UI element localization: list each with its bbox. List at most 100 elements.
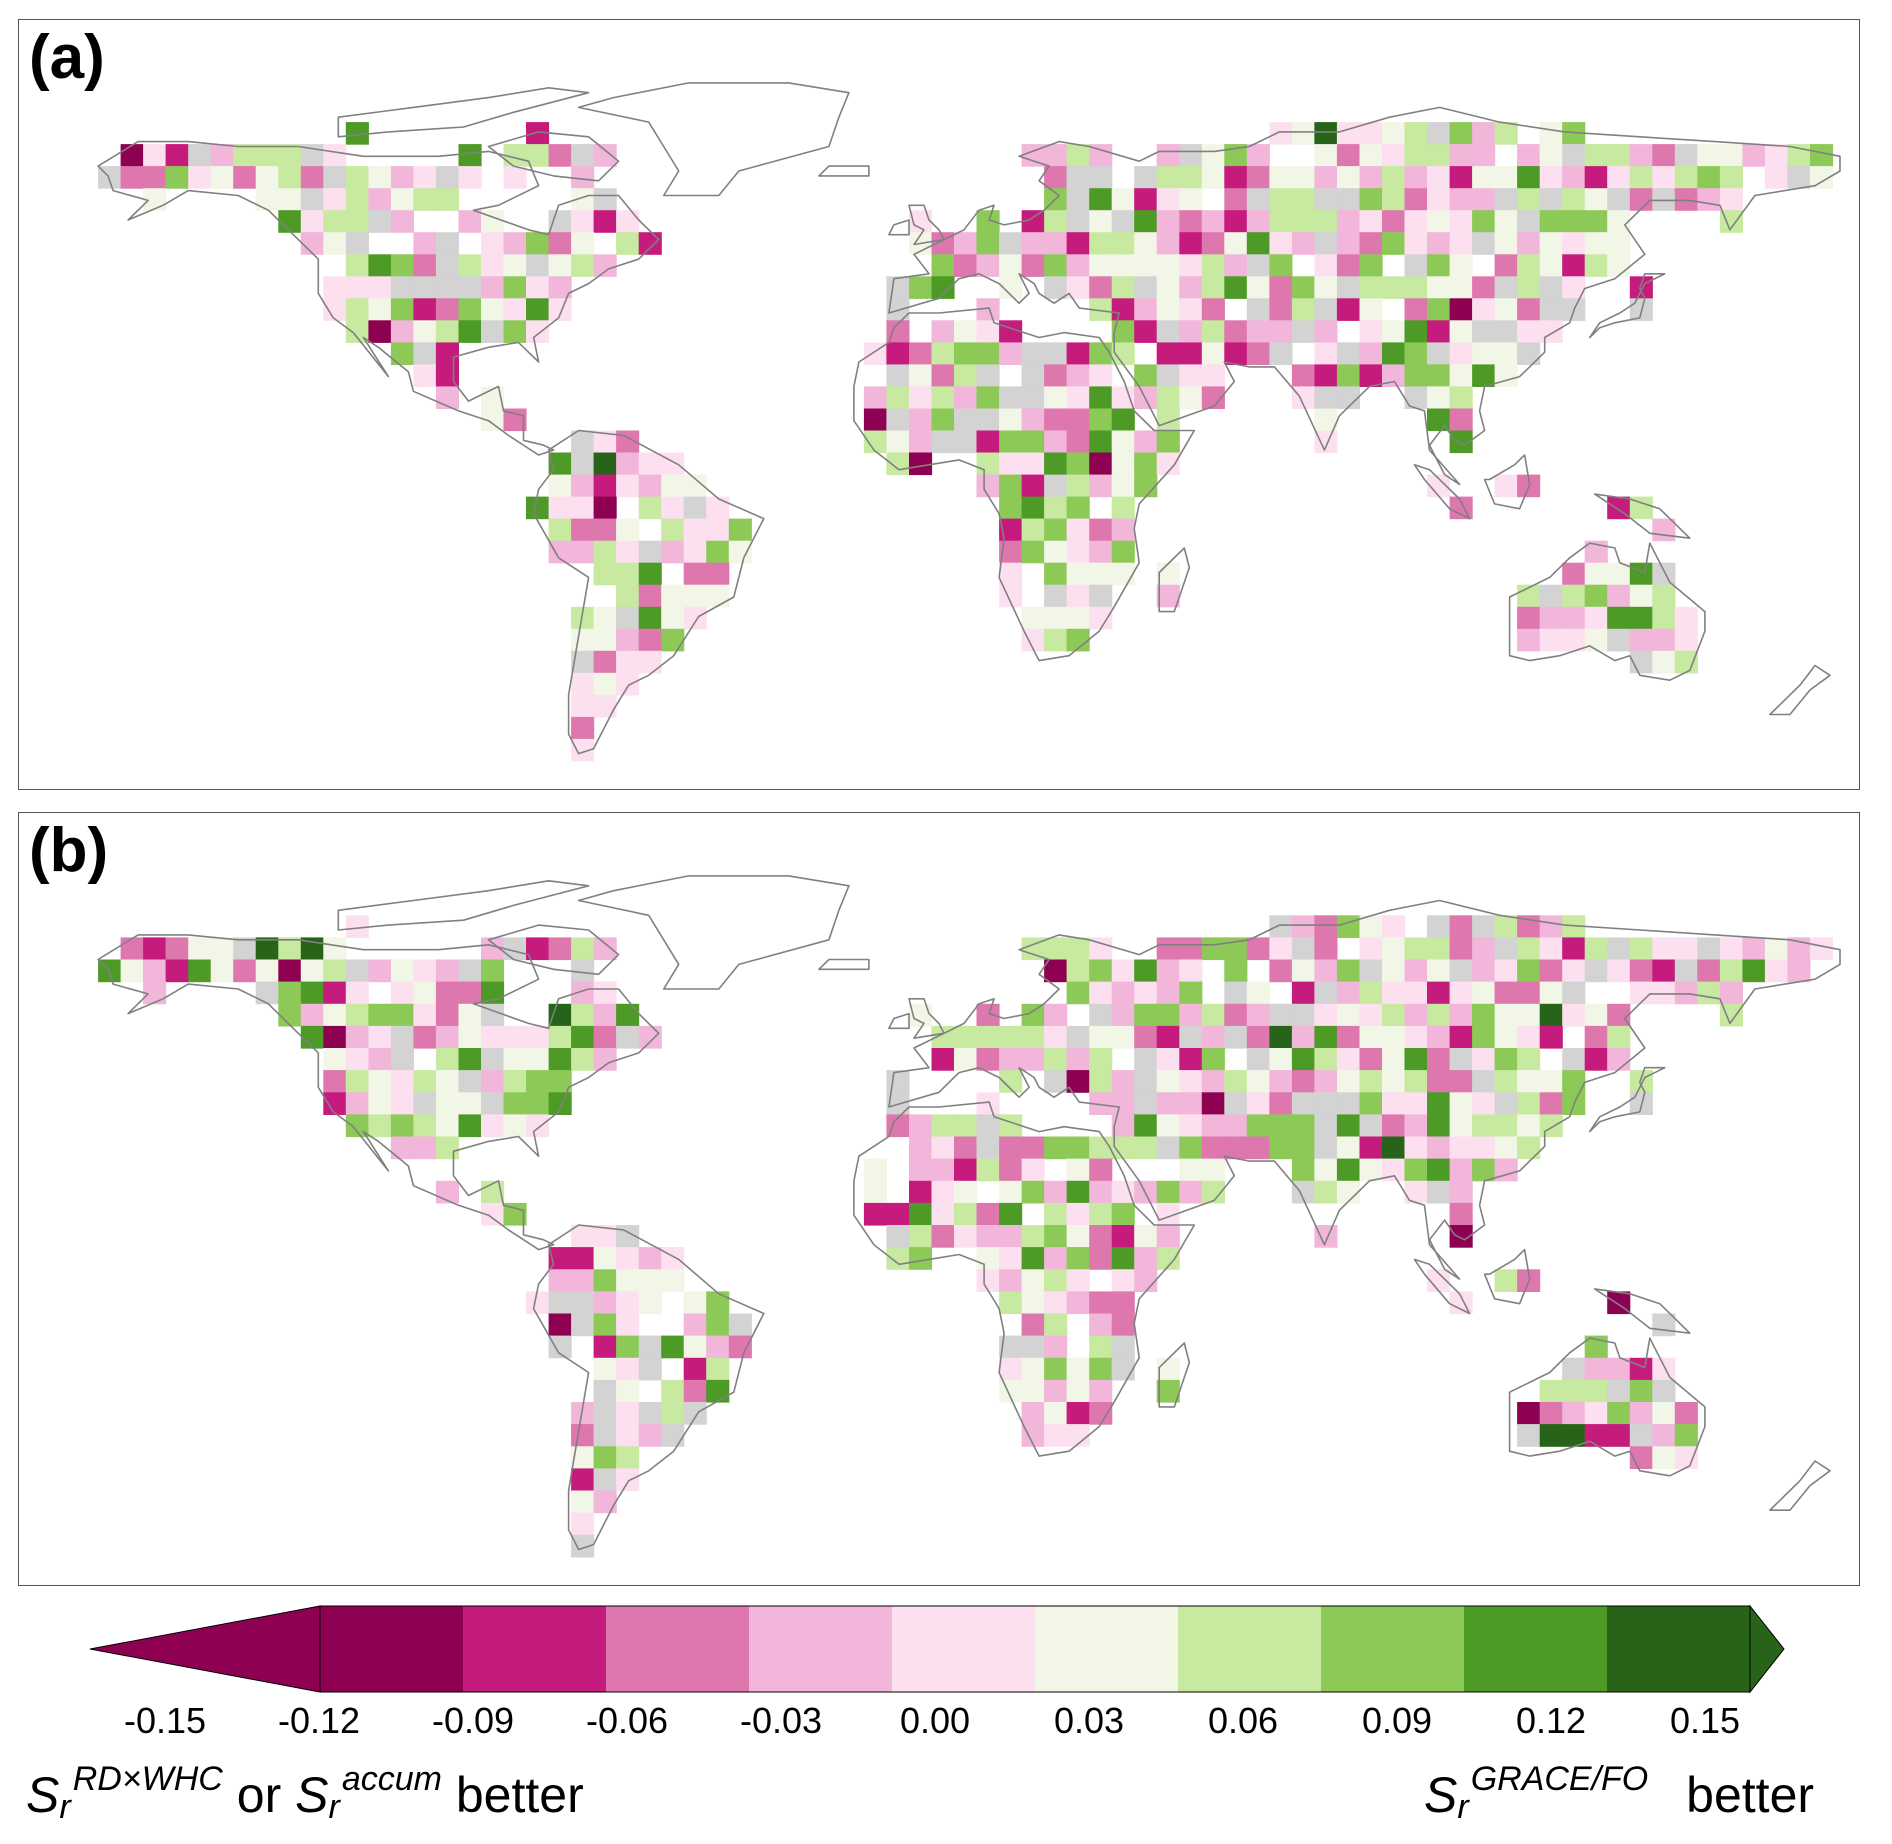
grid-cell [1066, 364, 1090, 387]
grid-cell [593, 210, 617, 233]
grid-cell [638, 1402, 662, 1425]
grid-cell [1494, 364, 1518, 387]
grid-cell [1472, 188, 1496, 211]
grid-cell [345, 981, 369, 1005]
grid-cell [458, 298, 482, 321]
grid-cell [1517, 1424, 1541, 1447]
grid-cell [1111, 386, 1135, 409]
grid-cell [1562, 232, 1586, 255]
grid-cell [503, 254, 527, 277]
grid-cell [1652, 518, 1676, 542]
grid-cell [1359, 166, 1383, 189]
coastline-arcticIsl [337, 87, 590, 138]
grid-cell [1652, 144, 1676, 167]
grid-cell [1472, 298, 1496, 321]
grid-cell [1427, 1136, 1451, 1160]
grid-cell [1314, 276, 1338, 299]
grid-cell [526, 496, 550, 520]
grid-cell [1044, 232, 1068, 255]
grid-cell [1427, 298, 1451, 321]
grid-cell [571, 1490, 595, 1514]
grid-cell [300, 232, 324, 255]
grid-cell [999, 518, 1023, 542]
grid-cell [390, 1048, 414, 1071]
grid-cell [661, 606, 685, 630]
grid-cell [1314, 937, 1338, 961]
grid-cell [435, 981, 459, 1005]
grid-cell [728, 1313, 752, 1337]
grid-cell [1382, 1158, 1406, 1182]
grid-cell [1021, 518, 1045, 542]
grid-cell [1404, 276, 1428, 299]
grid-cell [1314, 188, 1338, 211]
grid-cell [1201, 166, 1225, 189]
grid-cell [435, 320, 459, 343]
grid-cell [1201, 320, 1225, 343]
grid-cell [255, 188, 279, 211]
grid-cell [638, 1025, 662, 1049]
coastline-greenland [577, 875, 850, 990]
colorbar-tick-label: -0.03 [739, 1700, 823, 1741]
grid-cell [1764, 959, 1788, 983]
grid-cell [683, 562, 707, 586]
grid-cell [503, 1092, 527, 1115]
grid-cell [683, 1291, 707, 1315]
grid-cell [1089, 937, 1113, 961]
grid-cell [1134, 959, 1158, 983]
grid-cell [503, 1048, 527, 1071]
grid-cell [1539, 628, 1563, 652]
grid-cell [368, 254, 392, 277]
grid-cell [548, 298, 572, 321]
grid-cell [1472, 1158, 1496, 1182]
grid-cell [1089, 1335, 1113, 1359]
grid-cell [1449, 1070, 1473, 1093]
grid-cell [1427, 254, 1451, 277]
grid-cell [503, 1070, 527, 1093]
grid-cell [571, 144, 595, 167]
grid-cell [1562, 166, 1586, 189]
grid-cell [863, 1202, 887, 1226]
grid-cell [1404, 210, 1428, 233]
grid-cell [1134, 452, 1158, 476]
grid-cell [1246, 298, 1270, 321]
grid-cell [1089, 606, 1113, 630]
grid-cell [1156, 342, 1180, 365]
grid-cell [1156, 1048, 1180, 1071]
grid-cell [661, 1335, 685, 1359]
grid-cell [999, 562, 1023, 586]
coastline-borneo [1483, 454, 1531, 510]
grid-cell [1494, 937, 1518, 961]
grid-cell [1134, 166, 1158, 189]
grid-cell [1584, 937, 1608, 961]
grid-cell [1494, 915, 1518, 938]
grid-cell [481, 937, 505, 961]
grid-cell [954, 254, 978, 277]
grid-cell [1134, 210, 1158, 233]
grid-cell [1382, 1048, 1406, 1071]
grid-cell [1134, 1048, 1158, 1071]
grid-cell [909, 1114, 933, 1138]
grid-cell [1336, 1070, 1360, 1093]
grid-cell [1742, 144, 1766, 167]
grid-cell [976, 1048, 1000, 1071]
grid-cell [1742, 959, 1766, 983]
grid-cell [345, 298, 369, 321]
grid-cell [571, 1468, 595, 1492]
coastline-newZealand [1769, 664, 1831, 716]
grid-cell [1156, 584, 1180, 608]
grid-cell [999, 342, 1023, 365]
grid-cell [1089, 1136, 1113, 1160]
grid-cell [1314, 408, 1338, 432]
grid-cell [120, 144, 144, 167]
grid-cell [481, 1092, 505, 1115]
grid-cell [571, 496, 595, 520]
grid-cell [1314, 1070, 1338, 1093]
grid-cell [571, 694, 595, 718]
grid-cell [1359, 959, 1383, 983]
grid-cell [999, 1114, 1023, 1138]
grid-cell [1044, 144, 1068, 167]
grid-cell [1472, 981, 1496, 1005]
grid-cell [1539, 1092, 1563, 1115]
grid-cell [526, 254, 550, 277]
grid-cell [1719, 144, 1743, 167]
